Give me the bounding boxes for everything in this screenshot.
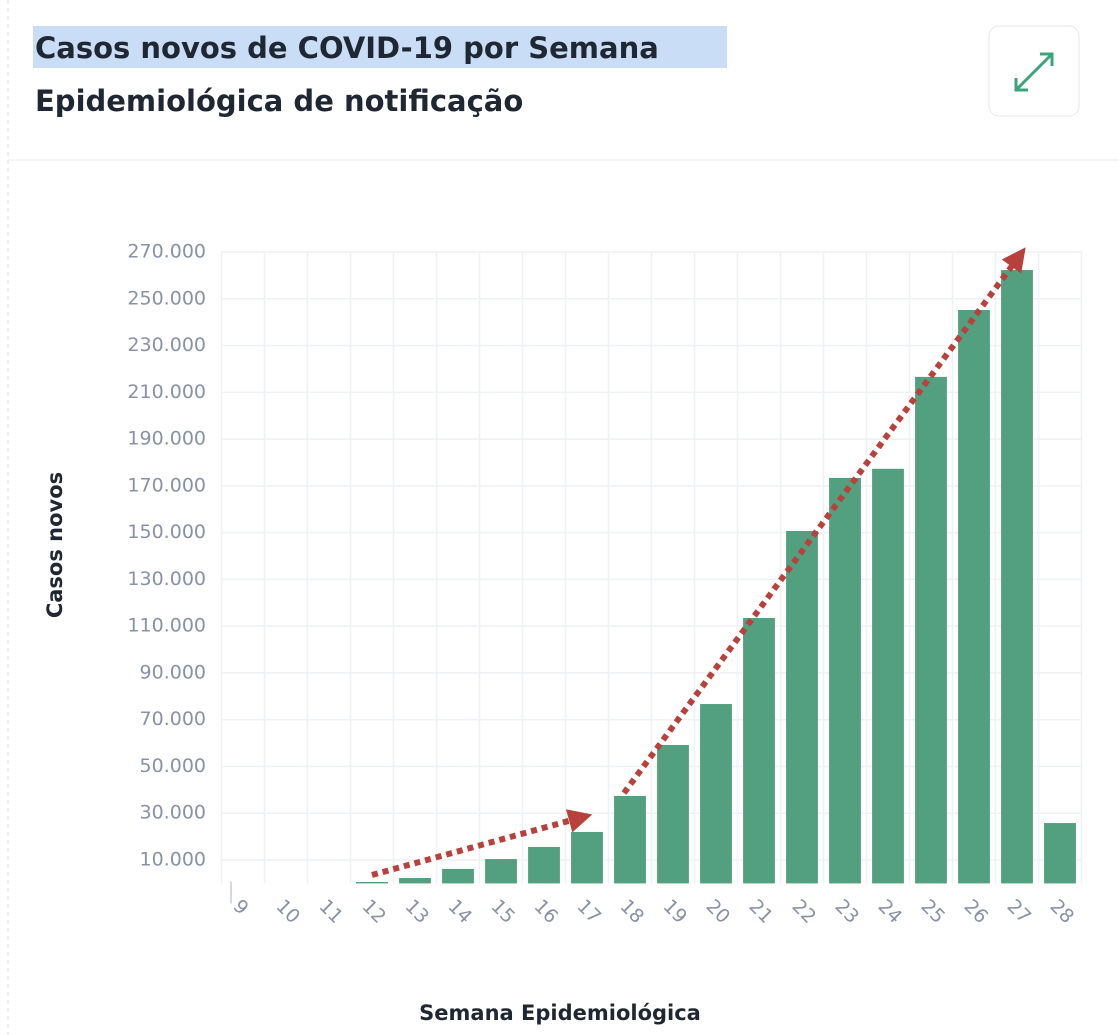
x-axis-label: Semana Epidemiológica	[419, 1001, 701, 1025]
title-highlight	[33, 26, 727, 68]
y-tick-label: 170.000	[127, 474, 206, 496]
expand-button[interactable]	[988, 25, 1080, 117]
x-tick-label: 22	[788, 895, 821, 928]
bar	[786, 530, 818, 884]
bar	[528, 846, 560, 884]
x-tick-label: 17	[573, 895, 606, 928]
x-tick-label: 15	[487, 895, 520, 928]
x-tick-label: 20	[702, 895, 735, 928]
y-tick-label: 130.000	[127, 568, 206, 590]
bar	[872, 468, 904, 884]
bar	[1044, 823, 1076, 884]
y-tick-label: 190.000	[127, 428, 206, 450]
chart-title: Casos novos de COVID-19 por Semana	[35, 31, 659, 65]
x-tick-label: 9	[229, 895, 253, 919]
bar	[1001, 270, 1033, 884]
x-tick-label: 26	[960, 895, 993, 928]
x-tick-label: 18	[616, 895, 649, 928]
x-tick-label: 16	[530, 895, 563, 928]
y-tick-label: 90.000	[140, 661, 206, 683]
y-tick-label: 110.000	[127, 615, 206, 637]
bar	[958, 309, 990, 884]
bar	[442, 868, 474, 884]
trend-arrow	[621, 247, 1026, 795]
bar	[915, 376, 947, 884]
y-tick-label: 250.000	[127, 287, 206, 309]
x-tick-label: 23	[831, 895, 864, 928]
x-tick-label: 12	[358, 895, 391, 928]
x-tick-label: 13	[401, 895, 434, 928]
bar	[614, 795, 646, 884]
x-tick-label: 11	[315, 895, 348, 928]
bar	[571, 831, 603, 884]
y-tick-label: 70.000	[140, 708, 206, 730]
x-tick-label: 14	[444, 895, 477, 928]
y-tick-label: 30.000	[140, 802, 206, 824]
x-tick-label: 25	[917, 895, 950, 928]
bar	[657, 744, 689, 884]
y-tick-label: 270.000	[127, 241, 206, 263]
bar	[700, 704, 732, 884]
y-tick-label: 230.000	[127, 334, 206, 356]
bar	[743, 617, 775, 884]
x-tick-label: 27	[1003, 895, 1036, 928]
y-tick-label: 150.000	[127, 521, 206, 543]
expand-icon[interactable]	[1014, 52, 1054, 92]
x-tick-label: 19	[659, 895, 692, 928]
y-axis-label: Casos novos	[43, 472, 67, 618]
chart-title: Epidemiológica de notificação	[35, 84, 523, 118]
bar	[485, 859, 517, 884]
x-tick-label: 10	[272, 895, 305, 928]
y-tick-label: 210.000	[127, 381, 206, 403]
bar	[356, 881, 388, 884]
y-tick-label: 10.000	[140, 849, 206, 871]
trend-arrow	[371, 809, 593, 878]
bar	[829, 477, 861, 884]
bar	[399, 878, 431, 884]
y-tick-label: 50.000	[140, 755, 206, 777]
x-tick-label: 21	[745, 895, 778, 928]
x-tick-label: 24	[874, 895, 907, 928]
x-tick-label: 28	[1046, 895, 1079, 928]
